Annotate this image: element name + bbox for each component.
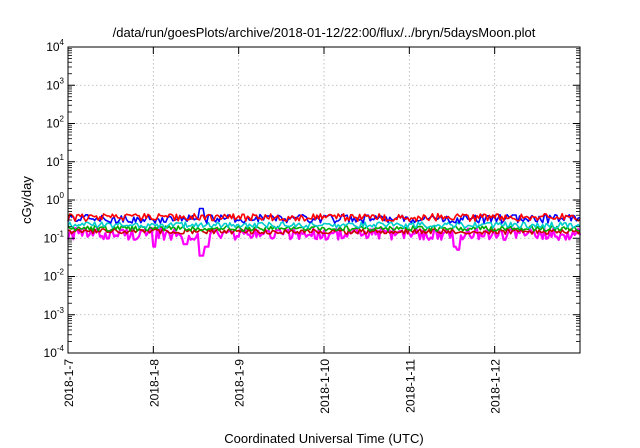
axis-tick-labels: 10-4 10-3 10-2 10-1 100 101 102 103 104 2018-1-7 2… bbox=[44, 38, 503, 414]
y-tick-label: 102 bbox=[46, 115, 64, 131]
grid-lines bbox=[68, 47, 580, 353]
y-tick-label: 10-3 bbox=[44, 306, 65, 322]
series-line bbox=[66, 226, 582, 257]
x-tick-label: 2018-1-8 bbox=[147, 359, 161, 407]
series-line bbox=[67, 225, 581, 232]
x-tick-label: 2018-1-12 bbox=[489, 359, 503, 414]
y-tick-label: 10-2 bbox=[44, 268, 65, 284]
y-tick-label: 100 bbox=[46, 191, 64, 207]
y-tick-label: 10-1 bbox=[44, 229, 65, 245]
x-tick-label: 2018-1-11 bbox=[403, 359, 417, 413]
axis-ticks bbox=[67, 46, 580, 354]
x-tick-label: 2018-1-7 bbox=[62, 359, 76, 407]
x-tick-label: 2018-1-10 bbox=[318, 359, 332, 414]
y-axis-label: cGy/day bbox=[19, 176, 34, 224]
series-line bbox=[67, 228, 581, 235]
y-tick-label: 10-4 bbox=[44, 344, 65, 360]
series-line bbox=[67, 212, 581, 222]
series-line bbox=[67, 221, 581, 229]
x-tick-label: 2018-1-9 bbox=[233, 359, 247, 407]
y-tick-label: 103 bbox=[46, 76, 64, 92]
x-axis-label: Coordinated Universal Time (UTC) bbox=[224, 431, 423, 446]
chart-title: /data/run/goesPlots/archive/2018-01-12/2… bbox=[113, 25, 536, 40]
y-tick-label: 104 bbox=[46, 38, 64, 54]
y-tick-label: 101 bbox=[46, 153, 64, 169]
series-layer bbox=[66, 207, 582, 257]
